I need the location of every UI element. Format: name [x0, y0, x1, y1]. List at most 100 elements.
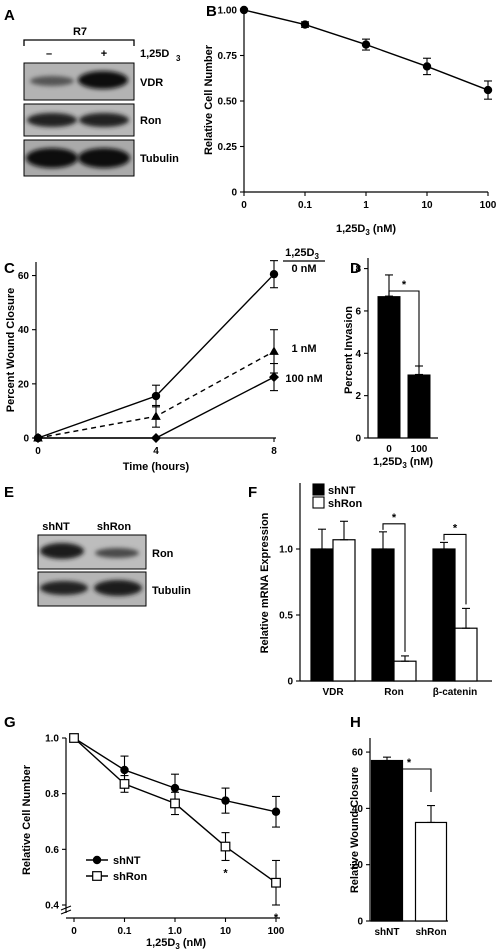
band-label-e-ron: Ron — [152, 548, 174, 560]
d-y-tick-label: 4 — [355, 349, 361, 360]
c-y-label: Percent Wound Closure — [5, 288, 17, 412]
b-y-tick-label: 0.25 — [218, 142, 238, 153]
panel-letter-b: B — [206, 3, 217, 20]
c-point — [151, 411, 161, 420]
b-x-label: 1,25D3 (nM) — [336, 223, 396, 237]
b-point — [300, 20, 310, 29]
c-series-label: 1 nM — [291, 343, 316, 355]
band-label-tubulin: Tubulin — [140, 153, 179, 165]
g-legend-marker — [92, 855, 102, 865]
c-x-label: Time (hours) — [123, 461, 190, 473]
f-significance-star: * — [453, 522, 458, 534]
panel-letter-h: H — [350, 714, 361, 731]
b-x-tick-label: 10 — [421, 200, 433, 211]
c-series-label: 0 nM — [291, 263, 316, 275]
g-point — [69, 733, 79, 743]
g-legend-marker — [92, 871, 102, 881]
f-legend-swatch — [312, 483, 325, 496]
g-x-tick-label: 0 — [71, 926, 77, 937]
b-y-tick-label: 0 — [231, 188, 237, 199]
h-significance — [386, 768, 432, 792]
h-y-tick-label: 20 — [352, 860, 364, 871]
f-x-tick-label: β-catenin — [433, 687, 477, 698]
panel-letter-a: A — [4, 7, 15, 24]
g-y-tick-label: 1.0 — [45, 734, 59, 745]
f-x-tick-label: VDR — [322, 687, 344, 698]
blot-tubulin — [23, 139, 135, 177]
b-x-tick-label: 0 — [241, 200, 247, 211]
g-x-tick-label: 1.0 — [168, 926, 182, 937]
g-y-tick-label: 0.6 — [45, 845, 59, 856]
c-x-tick-label: 8 — [271, 446, 277, 457]
d-y-label: Percent Invasion — [343, 306, 355, 394]
f-y-tick-label: 0 — [287, 677, 293, 688]
g-legend-label: shRon — [113, 871, 148, 883]
g-x-tick-label: 100 — [268, 926, 285, 937]
lane-plus-label: + — [101, 48, 107, 60]
b-y-tick-label: 0.50 — [218, 97, 238, 108]
d-y-tick-label: 8 — [355, 264, 361, 275]
c-point — [269, 346, 279, 355]
g-axis-break-icon — [60, 905, 72, 915]
b-y-label: Relative Cell Number — [203, 44, 215, 155]
h-significance-star: * — [407, 757, 412, 769]
f-legend-label: shRon — [328, 498, 363, 510]
band-label-ron: Ron — [140, 115, 162, 127]
b-x-tick-label: 100 — [480, 200, 497, 211]
blot-ron — [23, 103, 135, 137]
g-point — [170, 783, 180, 793]
h-x-tick-label: shNT — [375, 927, 400, 938]
d-y-tick-label: 2 — [355, 391, 361, 402]
d-x-label: 1,25D3 (nM) — [373, 456, 433, 470]
panel-letter-f: F — [248, 484, 257, 501]
g-point — [119, 779, 130, 789]
g-y-label: Relative Cell Number — [21, 764, 33, 875]
g-x-label: 1,25D3 (nM) — [146, 937, 206, 951]
d-significance-star: * — [402, 279, 407, 291]
f-x-tick-label: Ron — [384, 687, 403, 698]
chart-g: 0.4 0.6 0.8 1.0 0 0.1 1.0 10 100 * * shNT shRon Relat… — [21, 733, 285, 951]
g-x-tick-label: 0.1 — [118, 926, 132, 937]
c-point — [151, 391, 161, 401]
c-x-tick-label: 4 — [153, 446, 159, 457]
d-y-tick-label: 0 — [355, 434, 361, 445]
f-y-tick-label: 0.5 — [279, 611, 293, 622]
f-legend-label: shNT — [328, 485, 356, 497]
blot-e-ron — [37, 534, 147, 570]
c-y-tick-label: 60 — [18, 271, 30, 282]
h-bar — [414, 821, 448, 922]
f-bar — [454, 627, 478, 682]
f-significance — [382, 523, 406, 652]
svg-text:3: 3 — [176, 54, 181, 63]
chart-d: 0 2 4 6 8 0 100 * Percent Invasion 1,25D3 (nM) — [343, 258, 438, 470]
f-bar — [393, 660, 417, 682]
f-bar — [432, 548, 456, 682]
d-significance — [388, 290, 420, 368]
f-bar — [371, 548, 395, 682]
d-x-tick-label: 100 — [411, 444, 428, 455]
svg-text:1,25D: 1,25D — [140, 48, 169, 60]
band-label-vdr: VDR — [140, 77, 163, 89]
b-x-tick-label: 0.1 — [298, 200, 312, 211]
panel-letter-d: D — [350, 260, 361, 277]
h-bar — [370, 759, 404, 922]
g-point — [170, 798, 180, 809]
g-y-tick-label: 0.8 — [45, 789, 59, 800]
c-point — [151, 433, 161, 443]
b-point — [483, 85, 493, 95]
chart-c: 0 20 40 60 0 4 8 1,25D3 0 nM 1 nM 100 nM Percent Wo… — [5, 247, 325, 473]
f-bar — [310, 548, 334, 682]
h-y-tick-label: 0 — [357, 917, 363, 928]
d-bar — [377, 296, 401, 438]
c-x-tick-label: 0 — [35, 446, 41, 457]
g-significance-star: * — [223, 867, 228, 879]
panel-letter-e: E — [4, 484, 14, 501]
c-y-tick-label: 40 — [18, 325, 30, 336]
lane-shnt-label: shNT — [42, 521, 70, 533]
blot-vdr — [23, 62, 135, 101]
c-series-label: 100 nM — [285, 373, 322, 385]
b-point — [361, 40, 371, 49]
f-legend-swatch — [312, 496, 325, 509]
c-point — [33, 433, 43, 443]
